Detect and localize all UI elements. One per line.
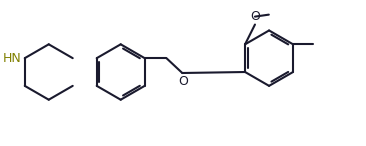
Text: O: O xyxy=(178,75,188,88)
Text: HN: HN xyxy=(3,52,22,65)
Text: O: O xyxy=(250,9,260,22)
